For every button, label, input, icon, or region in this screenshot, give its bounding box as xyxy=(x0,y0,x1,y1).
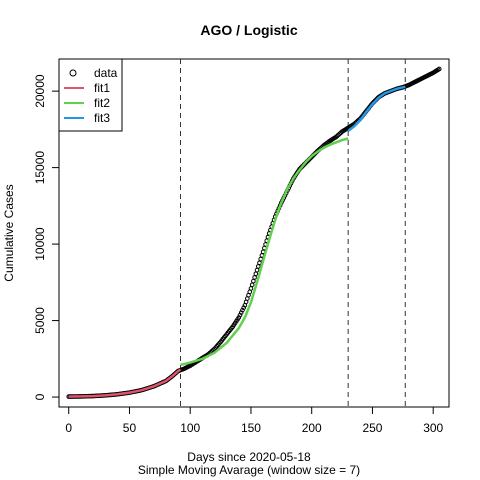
x-tick-label: 0 xyxy=(65,421,72,435)
x-tick-label: 150 xyxy=(241,421,261,435)
x-axis-label: Days since 2020-05-18 xyxy=(187,450,311,464)
data-point xyxy=(252,275,257,280)
x-tick-label: 300 xyxy=(423,421,443,435)
data-point xyxy=(251,278,256,284)
y-axis-label: Cumulative Cases xyxy=(2,184,16,281)
x-axis-sublabel: Simple Moving Avarage (window size = 7) xyxy=(138,463,360,477)
legend-label: fit2 xyxy=(94,96,110,110)
legend-label: fit3 xyxy=(94,111,110,125)
y-tick-label: 15000 xyxy=(33,151,47,185)
data-point xyxy=(249,282,255,288)
data-point xyxy=(436,66,442,72)
x-tick-label: 50 xyxy=(123,421,137,435)
fit-lines xyxy=(68,85,406,398)
fit2-line xyxy=(180,137,349,367)
vertical-reference-lines xyxy=(179,59,406,407)
data-point xyxy=(258,256,263,262)
x-tick-label: 100 xyxy=(180,421,200,435)
data-point xyxy=(254,267,260,273)
x-tick-label: 200 xyxy=(302,421,322,435)
legend-marker-data xyxy=(69,69,77,77)
data-point xyxy=(253,271,259,277)
data-point xyxy=(248,286,254,291)
y-tick-label: 5000 xyxy=(33,307,47,334)
x-tick-label: 250 xyxy=(362,421,382,435)
y-tick-label: 10000 xyxy=(33,227,47,261)
y-axis: 0 5000 10000 15000 20000 xyxy=(33,74,60,400)
y-tick-label: 20000 xyxy=(33,74,47,108)
data-point xyxy=(255,264,261,269)
fit1-line xyxy=(68,368,182,398)
legend-label: data xyxy=(94,66,118,80)
chart-title: AGO / Logistic xyxy=(200,22,297,38)
fit3-line xyxy=(347,85,406,132)
data-points xyxy=(66,66,442,399)
y-tick-label: 0 xyxy=(33,393,47,400)
legend-label: fit1 xyxy=(94,81,110,95)
x-axis: 0 50 100 150 200 250 300 xyxy=(65,406,444,435)
data-point xyxy=(257,260,262,266)
